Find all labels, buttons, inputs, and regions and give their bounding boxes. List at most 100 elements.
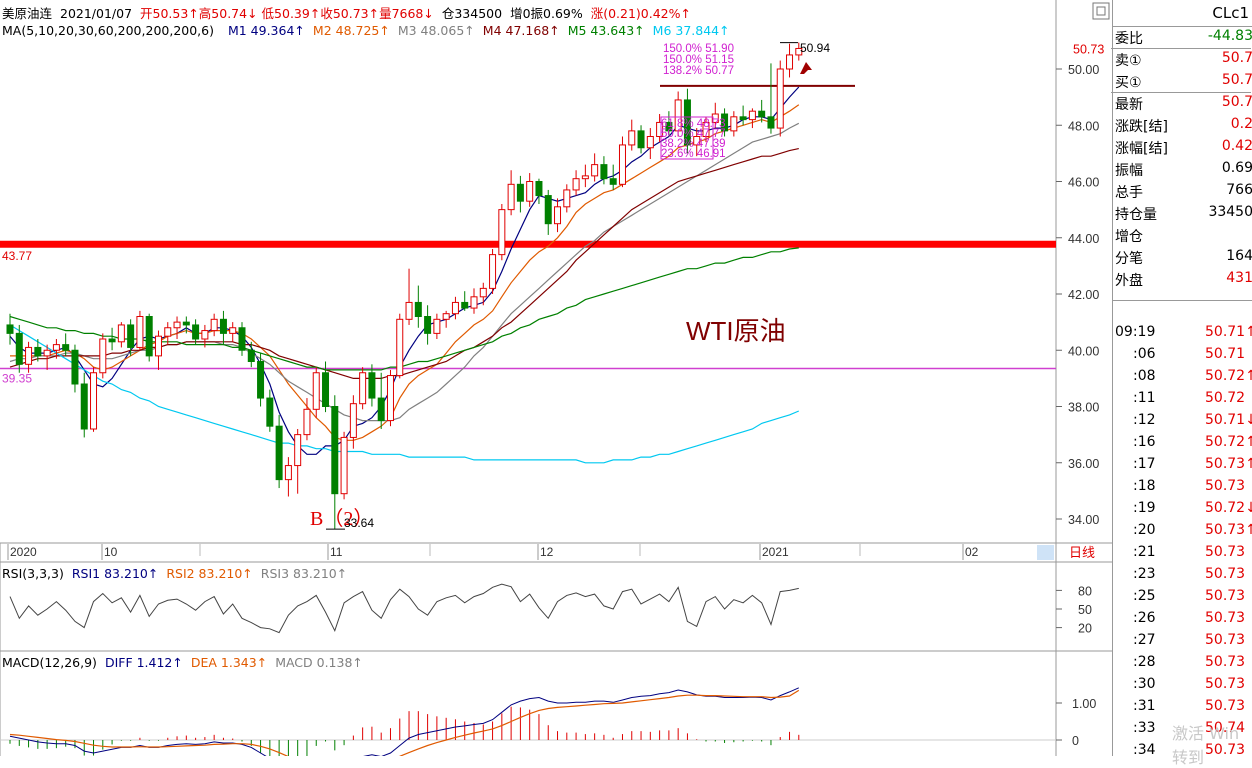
quote-row: 涨跌[结] 0.2: [1115, 116, 1252, 138]
ma-line-m3: [9, 122, 800, 422]
scroll-handle: [1037, 545, 1054, 560]
quote-row: 买① 50.7: [1115, 72, 1252, 94]
tick-time: :11: [1133, 390, 1156, 406]
candle-down: [322, 372, 330, 407]
candle-up: [405, 301, 413, 320]
tick-row: :17 50.73↑: [1115, 456, 1252, 478]
quote-value: 50.7: [1221, 94, 1252, 110]
candle-down: [247, 349, 255, 362]
price-badge: 50.73: [1073, 42, 1104, 56]
tick-row: :23 50.73: [1115, 566, 1252, 588]
tick-row: :11 50.72: [1115, 390, 1252, 412]
fib-upper-label: 138.2% 50.77: [663, 65, 734, 77]
quote-value: 50.7: [1221, 50, 1252, 66]
tick-time: :23: [1133, 566, 1156, 582]
rsi-legend-item: RSI2 83.210↑: [166, 566, 253, 581]
rsi-tick-label: 80: [1078, 584, 1092, 598]
ma-legend-item: M2 48.725↑: [312, 23, 390, 38]
close-price: 收50.73↑: [320, 6, 380, 21]
tick-price: 50.73: [1205, 478, 1246, 494]
rsi-legend: RSI(3,3,3) RSI1 83.210↑ RSI2 83.210↑ RSI3 8…: [2, 566, 355, 581]
tick-price: 50.72↓: [1205, 500, 1252, 516]
quote-value: 33450: [1208, 204, 1252, 220]
period-label: 日线: [1069, 545, 1095, 560]
x-tick-label: 12: [540, 545, 554, 559]
candle-up: [201, 330, 209, 340]
candle-up: [795, 47, 803, 56]
candle-up: [646, 136, 654, 149]
change-pct: 涨(0.21)0.42%↑: [590, 6, 691, 21]
tick-price: 50.73: [1205, 742, 1246, 758]
amplitude: 振0.69%: [530, 6, 583, 21]
y-tick-label: 34.00: [1068, 513, 1099, 527]
tick-row: :28 50.73: [1115, 654, 1252, 676]
candle-down: [461, 301, 469, 309]
candle-up: [507, 183, 515, 211]
quote-label: 涨跌[结]: [1115, 119, 1168, 135]
quote-panel: CLc1 委比 -44.83 卖① 50.7 买① 50.7 最新 50.7 涨跌[结] 0.2 涨…: [1111, 0, 1252, 758]
candle-down: [414, 301, 422, 317]
candle-down: [34, 346, 42, 357]
candle-up: [581, 175, 589, 180]
x-tick-label: 02: [965, 545, 979, 559]
candle-up: [656, 121, 664, 137]
tick-row: :06 50.71: [1115, 346, 1252, 368]
candle-up: [136, 316, 144, 348]
candle-up: [43, 349, 51, 357]
candle-up: [349, 403, 357, 438]
candle-up: [386, 375, 394, 422]
candle-up: [294, 434, 302, 467]
y-tick-label: 50.00: [1068, 63, 1099, 77]
candle-down: [192, 324, 200, 340]
quote-date: 2021/01/07: [60, 6, 133, 21]
quote-label: 外盘: [1115, 273, 1143, 289]
quote-panel-header: CLc1: [1113, 0, 1252, 27]
quote-value: 50.7: [1221, 72, 1252, 88]
quote-value: 0.2: [1230, 116, 1252, 132]
candle-down: [331, 406, 339, 495]
panel-divider: [1113, 300, 1252, 301]
wave-b-label: B（2）: [310, 507, 373, 530]
candle-down: [516, 183, 524, 202]
tick-price: 50.73: [1205, 610, 1246, 626]
candle-up: [479, 287, 487, 298]
price-badge-bg: [1057, 39, 1111, 57]
candle-up: [693, 136, 701, 146]
candle-up: [563, 189, 571, 208]
quote-row: 委比 -44.83: [1115, 28, 1252, 50]
candle-up: [229, 327, 237, 334]
candle-up: [526, 181, 534, 202]
tick-time: :16: [1133, 434, 1156, 450]
quote-row: 总手 766: [1115, 182, 1252, 204]
tick-row: :12 50.71↓: [1115, 412, 1252, 434]
quote-value: 431: [1226, 270, 1252, 286]
candle-down: [257, 361, 265, 399]
candle-up: [498, 209, 506, 256]
candle-down: [600, 164, 608, 180]
tick-row: :27 50.73: [1115, 632, 1252, 654]
tick-row: :25 50.73: [1115, 588, 1252, 610]
candle-up: [303, 408, 311, 436]
fib-upper-label: 150.0% 51.90: [663, 43, 734, 55]
quote-label: 买①: [1115, 75, 1142, 91]
tick-time: :31: [1133, 698, 1156, 714]
tick-time: :12: [1133, 412, 1156, 428]
quote-value: 0.69: [1221, 160, 1252, 176]
tick-price: 50.73: [1205, 588, 1246, 604]
rsi-title: RSI(3,3,3): [2, 566, 64, 581]
candle-up: [340, 436, 348, 495]
tick-time: :30: [1133, 676, 1156, 692]
tick-price: 50.73: [1205, 698, 1246, 714]
macd-title: MACD(12,26,9): [2, 655, 97, 670]
tick-time: :25: [1133, 588, 1156, 604]
tick-price: 50.73↑: [1205, 456, 1252, 472]
high-price: 高50.74↓: [198, 6, 258, 21]
quote-value: -44.83: [1207, 28, 1252, 44]
tick-time: :19: [1133, 500, 1156, 516]
quote-row: 持仓量 33450: [1115, 204, 1252, 226]
ma-legend-item: M6 37.844↑: [652, 23, 730, 38]
quote-label: 总手: [1115, 185, 1143, 201]
candle-up: [173, 321, 181, 329]
macd-legend: MACD(12,26,9) DIFF 1.412↑ DEA 1.343↑ MACD 0…: [2, 655, 371, 670]
fib-box: [660, 116, 714, 160]
